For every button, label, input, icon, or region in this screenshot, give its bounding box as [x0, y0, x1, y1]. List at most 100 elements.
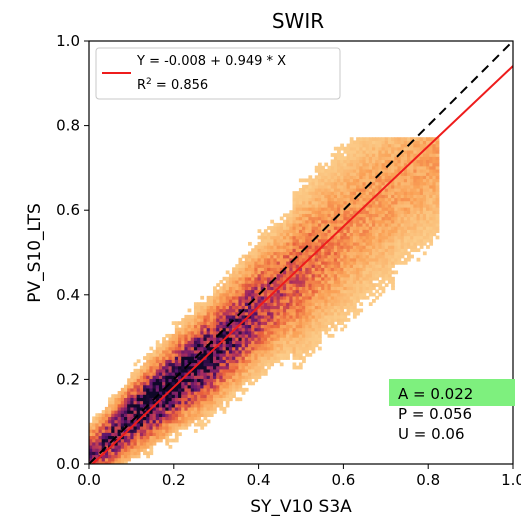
heatmap-cell	[133, 448, 138, 452]
heatmap-cell	[292, 241, 297, 246]
heatmap-cell	[359, 146, 364, 151]
heatmap-cell	[422, 191, 427, 195]
heatmap-cell	[378, 232, 383, 237]
heatmap-cell	[317, 276, 322, 281]
heatmap-cell	[92, 441, 96, 446]
heatmap-cell	[92, 444, 96, 449]
heatmap-cell	[346, 270, 351, 275]
heatmap-cell	[209, 397, 214, 402]
heatmap-cell	[238, 397, 243, 402]
heatmap-cell	[381, 260, 386, 265]
heatmap-cell	[429, 229, 434, 234]
heatmap-cell	[171, 381, 176, 386]
heatmap-cell	[289, 311, 294, 316]
heatmap-cell	[356, 311, 360, 316]
heatmap-cell	[295, 254, 300, 259]
heatmap-cell	[273, 283, 278, 287]
heatmap-cell	[213, 337, 217, 341]
heatmap-cell	[432, 187, 437, 192]
heatmap-cell	[432, 229, 437, 234]
heatmap-cell	[251, 324, 255, 329]
heatmap-cell	[330, 286, 335, 291]
heatmap-cell	[302, 276, 306, 281]
heatmap-cell	[365, 232, 370, 237]
heatmap-cell	[305, 216, 310, 221]
heatmap-cell	[321, 292, 325, 297]
heatmap-cell	[120, 454, 125, 459]
heatmap-cell	[244, 375, 249, 379]
heatmap-cell	[111, 432, 116, 437]
heatmap-cell	[314, 330, 319, 335]
heatmap-cell	[292, 311, 297, 316]
heatmap-cell	[298, 241, 303, 246]
heatmap-cell	[108, 416, 112, 421]
heatmap-cell	[330, 153, 335, 157]
heatmap-cell	[346, 279, 351, 284]
heatmap-cell	[403, 229, 408, 234]
heatmap-cell	[343, 299, 348, 303]
heatmap-cell	[372, 162, 376, 167]
heatmap-cell	[235, 362, 240, 367]
heatmap-cell	[337, 197, 341, 202]
heatmap-cell	[327, 216, 332, 221]
heatmap-cell	[263, 238, 268, 243]
heatmap-cell	[184, 384, 189, 389]
heatmap-cell	[308, 197, 313, 202]
heatmap-cell	[391, 257, 395, 262]
heatmap-cell	[321, 273, 325, 278]
heatmap-cell	[422, 232, 427, 237]
heatmap-cell	[187, 384, 192, 389]
heatmap-cell	[343, 279, 348, 284]
heatmap-cell	[308, 213, 313, 218]
heatmap-cell	[372, 153, 376, 157]
heatmap-cell	[372, 292, 376, 297]
heatmap-cell	[228, 324, 233, 329]
heatmap-cell	[352, 254, 357, 259]
heatmap-cell	[260, 371, 265, 376]
heatmap-cell	[311, 178, 316, 183]
heatmap-cell	[359, 302, 364, 306]
heatmap-cell	[181, 333, 185, 338]
heatmap-cell	[149, 381, 154, 386]
heatmap-cell	[314, 207, 319, 211]
heatmap-cell	[171, 375, 176, 379]
heatmap-cell	[136, 432, 141, 437]
legend: Y = -0.008 + 0.949 * X R2 = 0.856	[95, 47, 341, 100]
heatmap-cell	[232, 302, 236, 306]
heatmap-cell	[282, 324, 287, 329]
heatmap-cell	[130, 416, 135, 421]
heatmap-cell	[197, 394, 201, 398]
heatmap-cell	[149, 416, 154, 421]
heatmap-cell	[387, 235, 392, 240]
heatmap-cell	[359, 229, 364, 234]
heatmap-cell	[314, 251, 319, 256]
heatmap-cell	[136, 359, 141, 364]
heatmap-cell	[311, 251, 316, 256]
heatmap-cell	[381, 143, 386, 148]
heatmap-cell	[282, 283, 287, 287]
heatmap-cell	[209, 295, 214, 300]
heatmap-cell	[422, 143, 427, 148]
heatmap-cell	[311, 241, 316, 246]
heatmap-cell	[228, 371, 233, 376]
heatmap-cell	[279, 337, 284, 341]
heatmap-cell	[416, 168, 421, 173]
heatmap-cell	[219, 289, 224, 294]
heatmap-cell	[228, 302, 233, 306]
heatmap-cell	[235, 371, 240, 376]
heatmap-cell	[130, 394, 135, 398]
heatmap-cell	[352, 286, 357, 291]
heatmap-cell	[276, 359, 281, 364]
heatmap-cell	[254, 276, 259, 281]
heatmap-cell	[407, 238, 411, 243]
heatmap-cell	[158, 359, 163, 364]
heatmap-cell	[200, 384, 205, 389]
heatmap-cell	[257, 362, 262, 367]
heatmap-cell	[327, 232, 332, 237]
stat-u: U = 0.06	[398, 425, 464, 443]
heatmap-cell	[346, 146, 351, 151]
heatmap-cell	[263, 371, 268, 376]
heatmap-cell	[251, 356, 255, 360]
heatmap-cell	[168, 349, 173, 354]
heatmap-cell	[235, 387, 240, 392]
